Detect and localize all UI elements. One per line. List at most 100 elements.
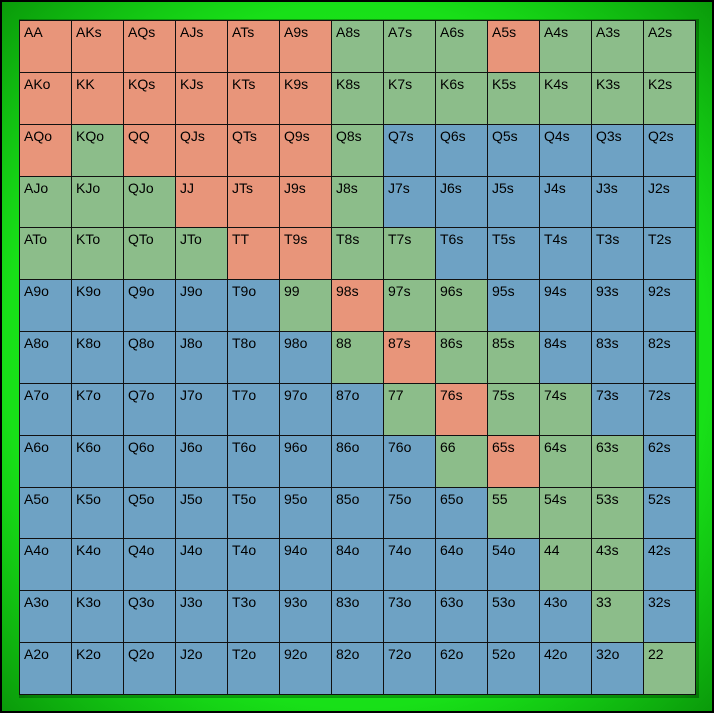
hand-cell-Q2o[interactable]: Q2o: [124, 643, 176, 695]
hand-cell-K9s[interactable]: K9s: [280, 72, 332, 125]
hand-cell-A4o[interactable]: A4o: [20, 539, 72, 592]
hand-cell-T2o[interactable]: T2o: [228, 643, 280, 695]
hand-cell-96o[interactable]: 96o: [280, 435, 332, 488]
hand-cell-K3o[interactable]: K3o: [72, 591, 124, 644]
hand-cell-T8o[interactable]: T8o: [228, 332, 280, 384]
hand-cell-AQs[interactable]: AQs: [124, 21, 176, 73]
hand-cell-Q4o[interactable]: Q4o: [124, 539, 176, 592]
hand-cell-J6s[interactable]: J6s: [436, 176, 488, 229]
hand-cell-T4s[interactable]: T4s: [540, 228, 592, 281]
hand-cell-44[interactable]: 44: [540, 539, 592, 592]
hand-cell-A8s[interactable]: A8s: [332, 21, 384, 73]
hand-cell-22[interactable]: 22: [644, 643, 696, 695]
hand-cell-K2o[interactable]: K2o: [72, 643, 124, 695]
hand-cell-A9o[interactable]: A9o: [20, 280, 72, 333]
hand-cell-K7s[interactable]: K7s: [384, 72, 436, 125]
hand-cell-T5s[interactable]: T5s: [488, 228, 540, 281]
hand-cell-KTs[interactable]: KTs: [228, 72, 280, 125]
hand-cell-Q7s[interactable]: Q7s: [384, 124, 436, 177]
hand-cell-A6o[interactable]: A6o: [20, 435, 72, 488]
hand-cell-75s[interactable]: 75s: [488, 383, 540, 436]
hand-cell-T7s[interactable]: T7s: [384, 228, 436, 281]
hand-cell-A9s[interactable]: A9s: [280, 21, 332, 73]
hand-cell-J4s[interactable]: J4s: [540, 176, 592, 229]
hand-cell-Q7o[interactable]: Q7o: [124, 383, 176, 436]
hand-cell-K2s[interactable]: K2s: [644, 72, 696, 125]
hand-cell-84o[interactable]: 84o: [332, 539, 384, 592]
hand-cell-A3o[interactable]: A3o: [20, 591, 72, 644]
hand-cell-53o[interactable]: 53o: [488, 591, 540, 644]
hand-cell-73s[interactable]: 73s: [592, 383, 644, 436]
hand-cell-33[interactable]: 33: [592, 591, 644, 644]
hand-cell-Q8s[interactable]: Q8s: [332, 124, 384, 177]
hand-cell-93o[interactable]: 93o: [280, 591, 332, 644]
hand-cell-85s[interactable]: 85s: [488, 332, 540, 384]
hand-cell-ATo[interactable]: ATo: [20, 228, 72, 281]
hand-cell-T8s[interactable]: T8s: [332, 228, 384, 281]
hand-cell-32o[interactable]: 32o: [592, 643, 644, 695]
hand-cell-K9o[interactable]: K9o: [72, 280, 124, 333]
hand-cell-K4s[interactable]: K4s: [540, 72, 592, 125]
hand-cell-52s[interactable]: 52s: [644, 487, 696, 540]
hand-cell-92o[interactable]: 92o: [280, 643, 332, 695]
hand-cell-84s[interactable]: 84s: [540, 332, 592, 384]
hand-cell-A6s[interactable]: A6s: [436, 21, 488, 73]
hand-cell-96s[interactable]: 96s: [436, 280, 488, 333]
hand-cell-83s[interactable]: 83s: [592, 332, 644, 384]
hand-cell-A8o[interactable]: A8o: [20, 332, 72, 384]
hand-cell-QJs[interactable]: QJs: [176, 124, 228, 177]
hand-cell-Q6s[interactable]: Q6s: [436, 124, 488, 177]
hand-cell-T6s[interactable]: T6s: [436, 228, 488, 281]
hand-cell-A7s[interactable]: A7s: [384, 21, 436, 73]
hand-cell-98o[interactable]: 98o: [280, 332, 332, 384]
hand-cell-T9s[interactable]: T9s: [280, 228, 332, 281]
hand-cell-T5o[interactable]: T5o: [228, 487, 280, 540]
hand-cell-J7o[interactable]: J7o: [176, 383, 228, 436]
hand-cell-TT[interactable]: TT: [228, 228, 280, 281]
hand-cell-K8o[interactable]: K8o: [72, 332, 124, 384]
hand-cell-72o[interactable]: 72o: [384, 643, 436, 695]
hand-cell-A2o[interactable]: A2o: [20, 643, 72, 695]
hand-cell-J8o[interactable]: J8o: [176, 332, 228, 384]
hand-cell-Q3s[interactable]: Q3s: [592, 124, 644, 177]
hand-cell-J7s[interactable]: J7s: [384, 176, 436, 229]
hand-cell-QQ[interactable]: QQ: [124, 124, 176, 177]
hand-cell-76o[interactable]: 76o: [384, 435, 436, 488]
hand-cell-54s[interactable]: 54s: [540, 487, 592, 540]
hand-cell-AKo[interactable]: AKo: [20, 72, 72, 125]
hand-cell-KJs[interactable]: KJs: [176, 72, 228, 125]
hand-cell-64s[interactable]: 64s: [540, 435, 592, 488]
hand-cell-K6s[interactable]: K6s: [436, 72, 488, 125]
hand-cell-65o[interactable]: 65o: [436, 487, 488, 540]
hand-cell-32s[interactable]: 32s: [644, 591, 696, 644]
hand-cell-Q5s[interactable]: Q5s: [488, 124, 540, 177]
hand-cell-K4o[interactable]: K4o: [72, 539, 124, 592]
hand-cell-53s[interactable]: 53s: [592, 487, 644, 540]
hand-cell-55[interactable]: 55: [488, 487, 540, 540]
hand-cell-82s[interactable]: 82s: [644, 332, 696, 384]
hand-cell-J3o[interactable]: J3o: [176, 591, 228, 644]
hand-cell-KQo[interactable]: KQo: [72, 124, 124, 177]
hand-cell-AJs[interactable]: AJs: [176, 21, 228, 73]
hand-cell-J5o[interactable]: J5o: [176, 487, 228, 540]
hand-cell-94o[interactable]: 94o: [280, 539, 332, 592]
hand-cell-A3s[interactable]: A3s: [592, 21, 644, 73]
hand-cell-82o[interactable]: 82o: [332, 643, 384, 695]
hand-cell-K6o[interactable]: K6o: [72, 435, 124, 488]
hand-cell-KTo[interactable]: KTo: [72, 228, 124, 281]
hand-cell-95o[interactable]: 95o: [280, 487, 332, 540]
hand-cell-43o[interactable]: 43o: [540, 591, 592, 644]
hand-cell-42o[interactable]: 42o: [540, 643, 592, 695]
hand-cell-43s[interactable]: 43s: [592, 539, 644, 592]
hand-cell-J8s[interactable]: J8s: [332, 176, 384, 229]
hand-cell-Q6o[interactable]: Q6o: [124, 435, 176, 488]
hand-cell-ATs[interactable]: ATs: [228, 21, 280, 73]
hand-cell-74s[interactable]: 74s: [540, 383, 592, 436]
hand-cell-T9o[interactable]: T9o: [228, 280, 280, 333]
hand-cell-AQo[interactable]: AQo: [20, 124, 72, 177]
hand-cell-87o[interactable]: 87o: [332, 383, 384, 436]
hand-cell-94s[interactable]: 94s: [540, 280, 592, 333]
hand-cell-62o[interactable]: 62o: [436, 643, 488, 695]
hand-cell-KJo[interactable]: KJo: [72, 176, 124, 229]
hand-cell-J4o[interactable]: J4o: [176, 539, 228, 592]
